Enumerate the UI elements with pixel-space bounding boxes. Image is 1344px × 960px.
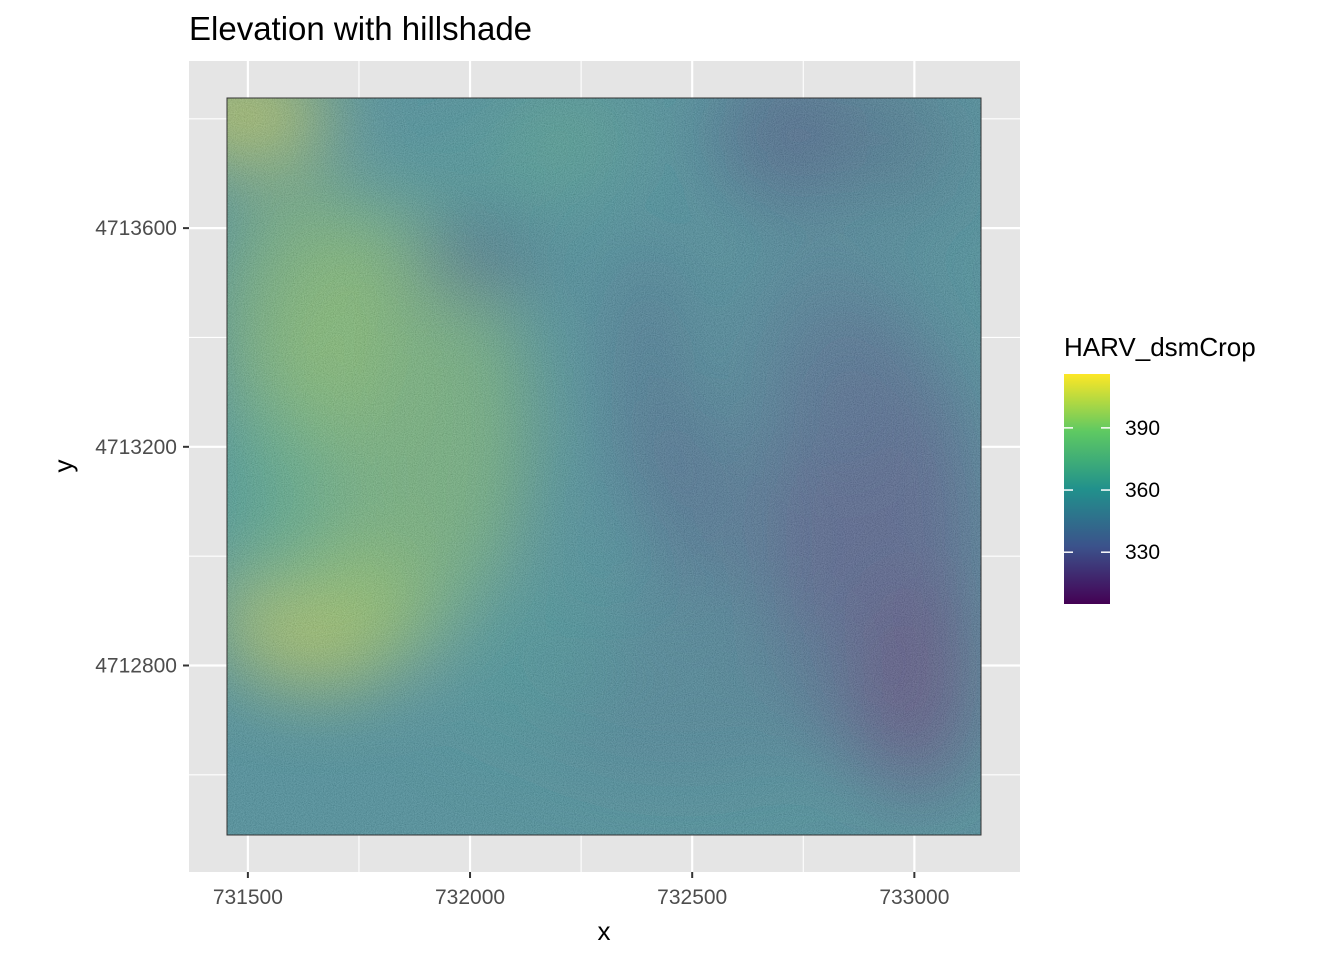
colorbar-legend: HARV_dsmCrop 330 360 390 bbox=[1064, 332, 1256, 604]
elevation-raster bbox=[227, 98, 981, 835]
x-axis: 731500 732000 732500 733000 bbox=[213, 872, 949, 909]
legend-title: HARV_dsmCrop bbox=[1064, 332, 1256, 362]
y-tick-label: 4712800 bbox=[95, 655, 177, 678]
legend-tick-label: 390 bbox=[1125, 417, 1160, 440]
y-tick-label: 4713600 bbox=[95, 217, 177, 240]
x-tick-label: 732500 bbox=[657, 886, 727, 909]
y-tick-label: 4713200 bbox=[95, 436, 177, 459]
chart-title: Elevation with hillshade bbox=[189, 10, 532, 47]
legend-tick-label: 360 bbox=[1125, 479, 1160, 502]
raster-border bbox=[226, 97, 982, 836]
x-axis-title: x bbox=[598, 916, 611, 946]
y-axis: 4712800 4713200 4713600 bbox=[95, 217, 189, 678]
x-tick-label: 733000 bbox=[879, 886, 949, 909]
legend-tick-label: 330 bbox=[1125, 541, 1160, 564]
colorbar bbox=[1064, 374, 1110, 604]
x-tick-label: 731500 bbox=[213, 886, 283, 909]
x-tick-label: 732000 bbox=[435, 886, 505, 909]
y-axis-title: y bbox=[48, 460, 78, 473]
